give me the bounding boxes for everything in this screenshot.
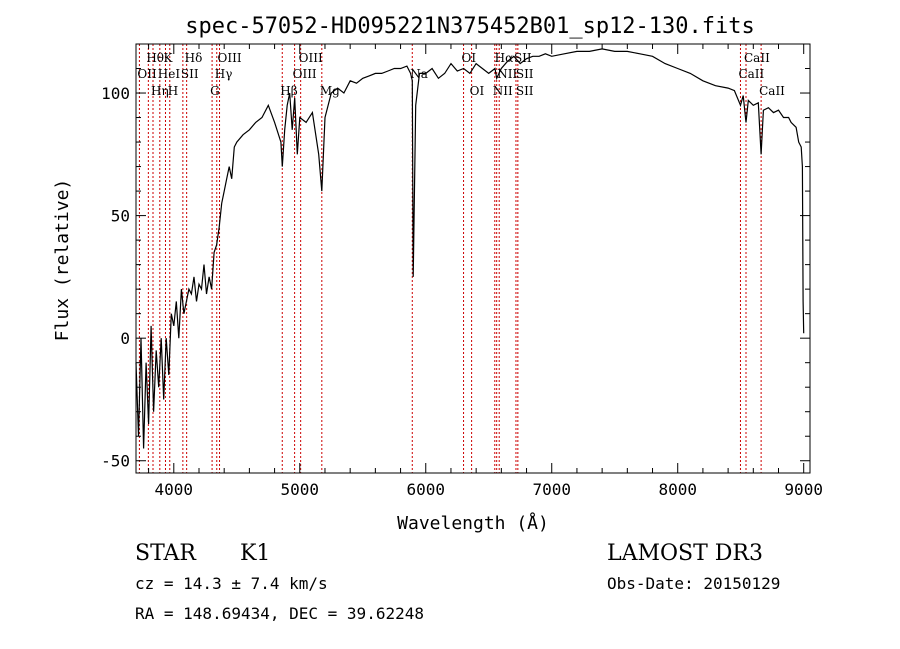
emission-line-label: CaII [759, 84, 785, 98]
y-tick-label: -50 [101, 452, 130, 471]
y-axis-ticks: -50 0 50 100 [101, 68, 810, 471]
y-tick-label: 100 [101, 84, 130, 103]
emission-line-label: Hθ [146, 51, 164, 65]
spectrum-line [135, 48, 805, 449]
emission-line-label: Mg [320, 84, 340, 98]
emission-line-label: Hγ [215, 67, 233, 81]
redshift-cz: cz = 14.3 ± 7.4 km/s [135, 574, 328, 593]
y-tick-label: 50 [111, 207, 130, 226]
x-tick-label: 4000 [155, 480, 194, 499]
x-tick-label: 5000 [281, 480, 320, 499]
coordinates: RA = 148.69434, DEC = 39.62248 [135, 604, 424, 623]
emission-line-label: OII [137, 67, 157, 81]
emission-line-label: Hδ [185, 51, 203, 65]
emission-line-label: CaII [738, 67, 764, 81]
emission-line-label: NII [497, 67, 517, 81]
emission-line-label: OI [462, 51, 477, 65]
emission-line-label: H [168, 84, 178, 98]
x-axis-ticks: 4000 5000 6000 7000 8000 9000 [148, 44, 823, 499]
emission-line-label: SII [516, 84, 534, 98]
x-tick-label: 6000 [406, 480, 445, 499]
emission-line-label: HeI [158, 67, 181, 81]
emission-line-label: OI [470, 84, 485, 98]
spectral-subclass: K1 [240, 541, 270, 566]
emission-line-label: OIII [299, 51, 323, 65]
chart-title: spec-57052-HD095221N375452B01_sp12-130.f… [185, 14, 755, 39]
x-tick-label: 9000 [784, 480, 823, 499]
emission-line-label: Hβ [280, 84, 297, 98]
emission-line-label: Hα [495, 51, 514, 65]
x-tick-label: 7000 [532, 480, 571, 499]
x-axis-label: Wavelength (Å) [397, 512, 549, 534]
emission-line-label: SII [181, 67, 199, 81]
emission-line-label: NII [493, 84, 513, 98]
survey-name: LAMOST DR3 [607, 541, 763, 566]
emission-line-label: SII [516, 67, 534, 81]
emission-line-label: CaII [744, 51, 770, 65]
observation-date: Obs-Date: 20150129 [607, 574, 780, 593]
emission-line-label: G [210, 84, 220, 98]
plot-frame [135, 43, 811, 474]
emission-line-label: OIII [218, 51, 242, 65]
emission-line-label: Hη [151, 84, 169, 98]
y-tick-label: 0 [120, 329, 130, 348]
emission-line-label: K [163, 51, 173, 65]
emission-line-markers [138, 44, 762, 473]
x-tick-label: 8000 [658, 480, 697, 499]
emission-line-label: OIII [293, 67, 317, 81]
object-class: STAR [135, 541, 197, 566]
y-axis-label: Flux (relative) [52, 179, 73, 342]
